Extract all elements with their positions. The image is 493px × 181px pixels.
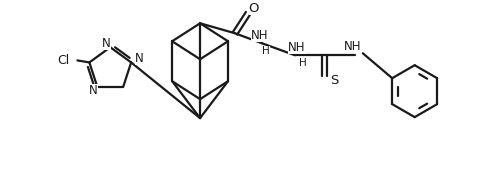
Text: H: H: [262, 46, 270, 56]
Text: O: O: [249, 2, 259, 15]
Text: NH: NH: [251, 29, 269, 42]
Text: H: H: [299, 58, 307, 68]
Text: NH: NH: [344, 40, 361, 53]
Text: N: N: [135, 52, 143, 65]
Text: N: N: [102, 37, 110, 50]
Text: N: N: [89, 85, 98, 97]
Text: S: S: [330, 74, 338, 87]
Text: Cl: Cl: [57, 54, 70, 67]
Text: NH: NH: [288, 41, 306, 54]
